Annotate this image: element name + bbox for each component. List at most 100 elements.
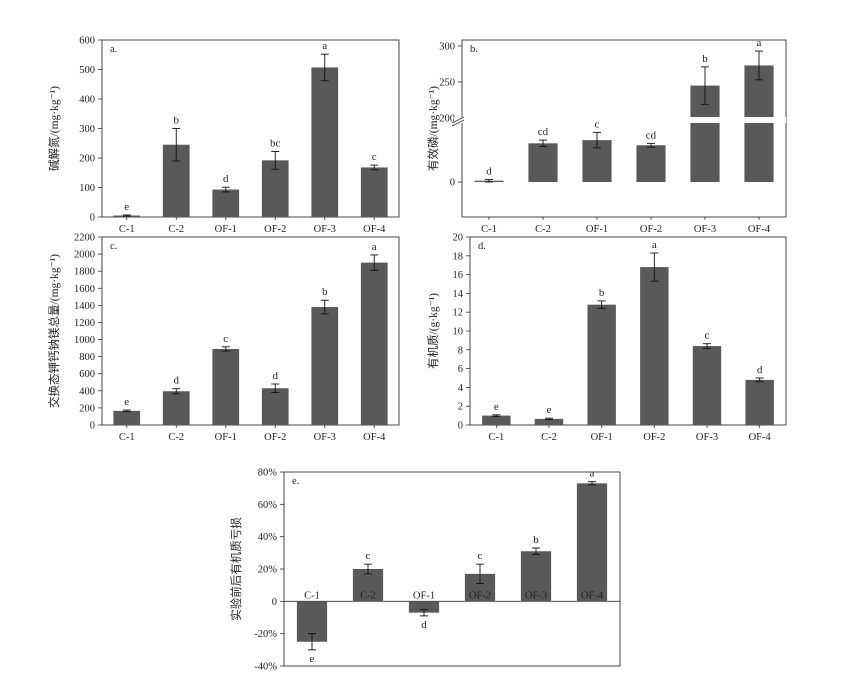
significance-letter: c xyxy=(705,330,710,342)
significance-letter: e xyxy=(124,201,129,213)
y-tick-label: 0 xyxy=(90,421,95,432)
significance-letter: b xyxy=(174,115,180,127)
y-tick-label: 8 xyxy=(458,345,463,356)
significance-letter: c xyxy=(372,151,377,163)
y-tick-label: 600 xyxy=(79,36,95,47)
y-tick-label: -20% xyxy=(254,629,277,640)
plot-frame xyxy=(283,471,621,667)
significance-letter: d xyxy=(223,173,229,185)
significance-letter: c xyxy=(478,550,483,562)
x-tick-label: OF-2 xyxy=(643,432,665,443)
significance-letter: b xyxy=(702,53,708,65)
x-tick-label: OF-4 xyxy=(581,590,604,601)
bar xyxy=(534,418,564,425)
significance-letter: d xyxy=(757,364,763,376)
y-tick-label: 0 xyxy=(458,421,463,432)
bar xyxy=(408,601,440,613)
significance-letter: d xyxy=(174,375,180,387)
panel-label: c. xyxy=(110,241,117,252)
bar xyxy=(745,379,774,425)
plot-frame xyxy=(469,236,787,426)
significance-letter: b xyxy=(599,287,605,299)
x-tick-label: OF-3 xyxy=(694,224,716,235)
bar xyxy=(311,67,339,217)
y-axis-label: 交换态钾钙钠镁总量/(mg·kg⁻¹) xyxy=(47,254,61,408)
y-tick-label: 4 xyxy=(458,383,464,394)
y-tick-label: 0 xyxy=(450,178,455,189)
bar xyxy=(520,551,552,602)
x-tick-label: OF-4 xyxy=(748,224,771,235)
chart-panel-2: 0 200 250 300 b. 有效磷/(mg·kg⁻¹) d C-1 cd C-2 c OF-1 c… xyxy=(426,37,787,235)
y-tick-label: 500 xyxy=(79,65,95,76)
significance-letter: b xyxy=(322,286,328,298)
chart-panel-4: 0 2 4 6 8 10 12 14 16 18 20 d. 有机质/(g·kg⁻¹) e C-1 e C-2 b… xyxy=(426,233,787,443)
x-tick-label: C-1 xyxy=(488,432,504,443)
x-tick-label: OF-4 xyxy=(749,432,772,443)
y-tick-label: 400 xyxy=(79,95,95,106)
bar xyxy=(482,415,511,425)
axis-break-gap xyxy=(454,117,786,123)
significance-letter: e xyxy=(310,653,315,665)
x-tick-label: OF-3 xyxy=(314,224,336,235)
x-tick-label: OF-2 xyxy=(469,590,491,601)
bar xyxy=(360,262,388,425)
significance-letter: d xyxy=(421,619,427,631)
y-tick-label: 20% xyxy=(258,565,278,576)
y-tick-label: 600 xyxy=(79,369,95,380)
x-tick-label: OF-1 xyxy=(591,432,613,443)
y-tick-label: 250 xyxy=(439,78,455,89)
significance-letter: d xyxy=(486,165,492,177)
bar xyxy=(636,145,666,182)
x-tick-label: OF-2 xyxy=(264,224,286,235)
y-tick-label: 400 xyxy=(79,386,95,397)
y-tick-label: 6 xyxy=(458,364,463,375)
x-tick-label: OF-4 xyxy=(363,432,386,443)
plot-frame xyxy=(461,39,787,218)
significance-letter: a xyxy=(590,468,595,480)
y-tick-label: 0 xyxy=(272,597,277,608)
y-tick-label: 200 xyxy=(439,114,455,125)
significance-letter: e xyxy=(494,401,499,413)
y-tick-label: 60% xyxy=(258,500,278,511)
y-tick-label: -40% xyxy=(254,662,277,673)
bar xyxy=(528,143,558,182)
y-tick-label: 300 xyxy=(79,124,95,135)
significance-letter: e xyxy=(124,396,129,408)
y-tick-label: 2200 xyxy=(74,233,95,244)
chart-panel-3: 0 200 400 600 800 1000 1200 1400 1600 1800 2000 220… xyxy=(47,233,400,443)
significance-letter: c xyxy=(223,333,228,345)
x-tick-label: C-2 xyxy=(535,224,551,235)
x-tick-label: OF-1 xyxy=(413,590,435,601)
significance-letter: a xyxy=(757,37,762,49)
x-tick-label: OF-2 xyxy=(264,432,286,443)
x-tick-label: OF-3 xyxy=(314,432,336,443)
bar xyxy=(640,267,669,425)
bar xyxy=(113,410,141,425)
bar xyxy=(690,123,720,182)
bar xyxy=(311,307,339,425)
x-tick-label: C-2 xyxy=(360,590,376,601)
bar xyxy=(261,388,289,425)
x-tick-label: OF-4 xyxy=(363,224,386,235)
panel-label: b. xyxy=(470,44,478,55)
panel-label: a. xyxy=(110,44,117,55)
y-tick-label: 2000 xyxy=(74,250,95,261)
x-tick-label: OF-1 xyxy=(586,224,608,235)
y-tick-label: 1400 xyxy=(74,301,95,312)
significance-letter: e xyxy=(547,404,552,416)
y-tick-label: 16 xyxy=(453,270,464,281)
axis-break-mark xyxy=(451,116,465,124)
significance-letter: c xyxy=(366,550,371,562)
y-tick-label: 1800 xyxy=(74,267,95,278)
x-tick-label: OF-1 xyxy=(215,224,237,235)
x-tick-label: C-1 xyxy=(481,224,497,235)
significance-letter: b xyxy=(533,534,539,546)
x-tick-label: C-1 xyxy=(304,590,320,601)
y-tick-label: 0 xyxy=(90,213,95,224)
y-tick-label: 20 xyxy=(453,233,464,244)
bar xyxy=(576,483,608,602)
y-tick-label: 10 xyxy=(453,327,464,338)
x-tick-label: OF-3 xyxy=(525,590,547,601)
y-axis-label: 有机质/(g·kg⁻¹) xyxy=(426,293,440,369)
